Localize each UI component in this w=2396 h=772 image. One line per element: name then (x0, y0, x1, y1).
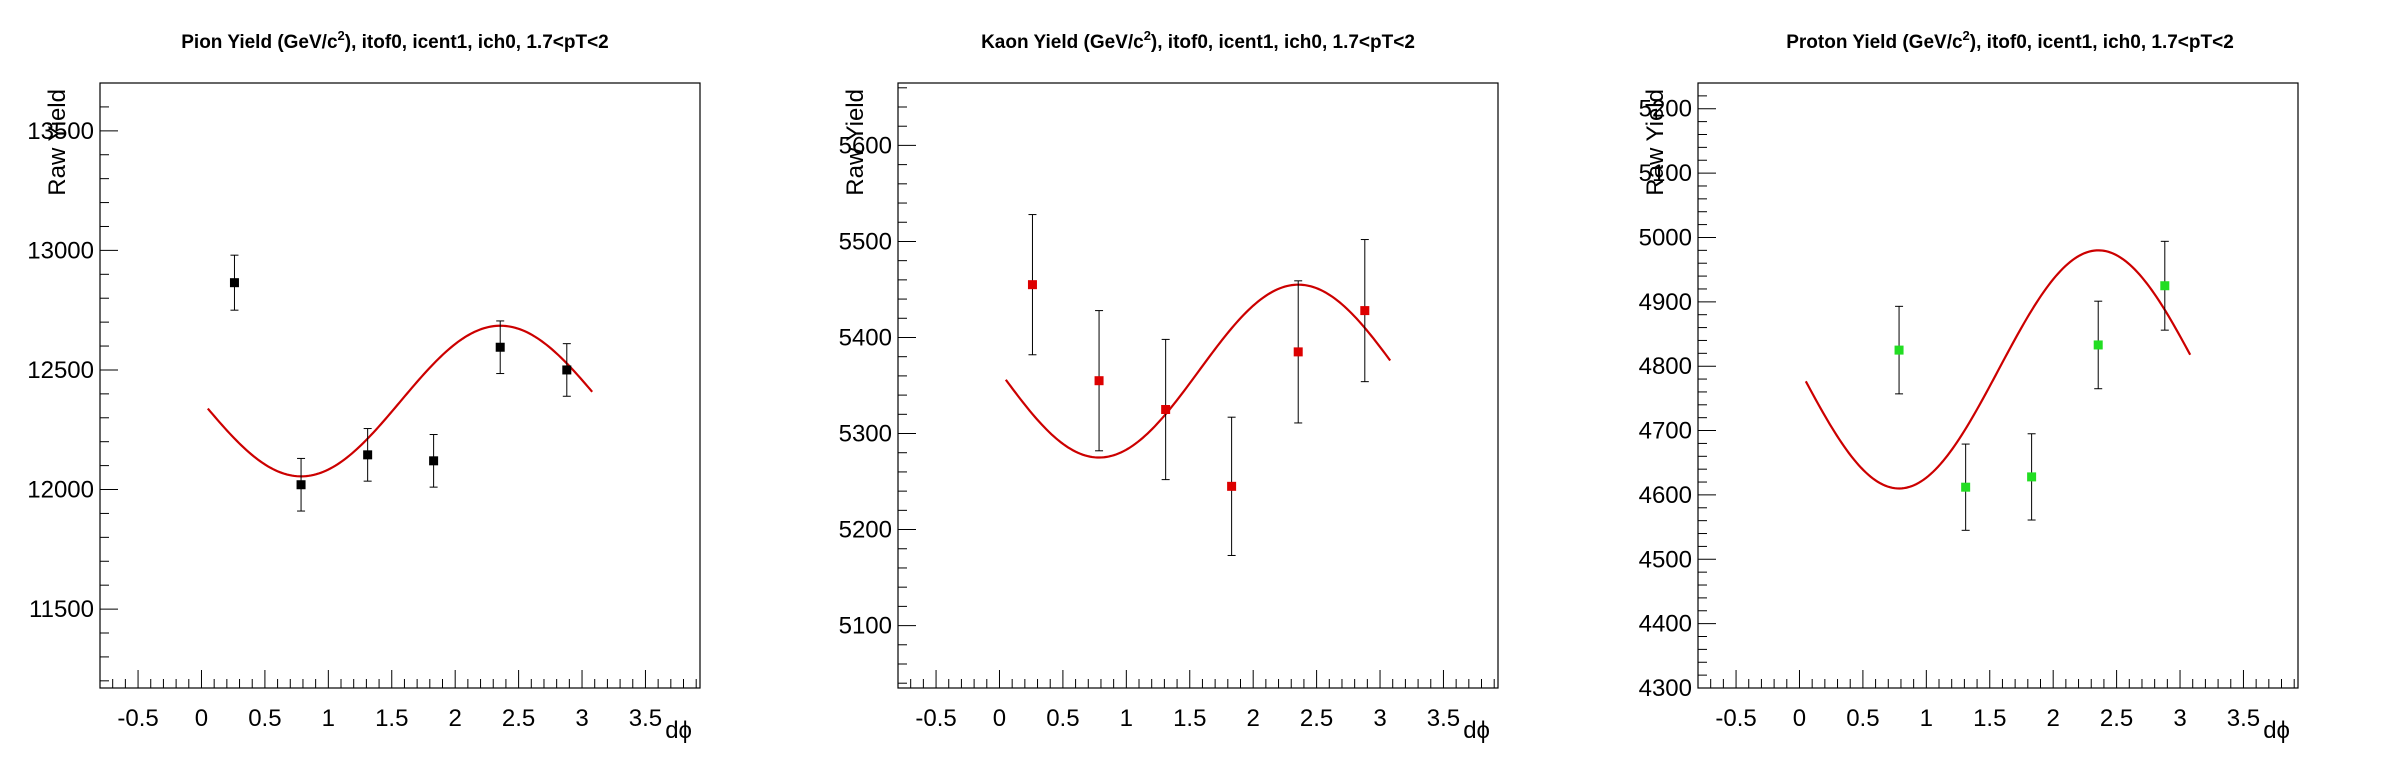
proton-ytick-label: 5100 (1639, 160, 1692, 187)
kaon-xtick-label: -0.5 (915, 705, 956, 732)
kaon-ytick-label: 5200 (839, 517, 892, 544)
pion-data-point (429, 456, 439, 466)
kaon-ytick-label: 5500 (839, 228, 892, 255)
kaon-data-point (1227, 481, 1237, 491)
proton-data-point (2027, 472, 2037, 482)
kaon-title-suffix: ), itof0, icent1, ich0, 1.7<pT<2 (1151, 32, 1415, 53)
proton-xtick-label: 3.5 (2227, 705, 2260, 732)
pion-data-point (495, 342, 505, 352)
pion-panel: Pion Yield (GeV/c2), itof0, icent1, ich0… (27, 28, 701, 744)
proton-frame (1697, 82, 2299, 689)
proton-title: Proton Yield (GeV/c2), itof0, icent1, ic… (1786, 28, 2234, 53)
proton-title-suffix: ), itof0, icent1, ich0, 1.7<pT<2 (1970, 32, 2234, 53)
kaon-xtick-label: 1 (1120, 705, 1133, 732)
kaon-data-point (1360, 306, 1370, 316)
pion-data-point (363, 450, 373, 460)
kaon-fit-curve (1004, 283, 1392, 459)
proton-panel: Proton Yield (GeV/c2), itof0, icent1, ic… (1639, 28, 2299, 744)
proton-xtick-label: 2.5 (2100, 705, 2133, 732)
kaon-data-point (1293, 347, 1303, 357)
kaon-xtick-label: 3 (1373, 705, 1386, 732)
kaon-title-prefix: Kaon Yield (GeV/c (981, 32, 1144, 53)
proton-ytick-label: 4700 (1639, 418, 1692, 445)
pion-ytick-label: 12500 (27, 357, 94, 384)
proton-ytick-label: 4600 (1639, 482, 1692, 509)
proton-xtick-label: 1.5 (1973, 705, 2006, 732)
pion-title-sup: 2 (338, 28, 345, 43)
proton-data-point (1894, 345, 1904, 355)
kaon-data-point (1094, 376, 1104, 386)
proton-xtick-label: 0.5 (1846, 705, 1879, 732)
proton-data-point (2093, 340, 2103, 350)
proton-ytick-label: 5000 (1639, 224, 1692, 251)
pion-xtick-label: -0.5 (117, 705, 158, 732)
kaon-frame (897, 82, 1499, 689)
pion-data-point (229, 278, 239, 288)
pion-xtick-label: 2.5 (502, 705, 535, 732)
pion-xtick-label: 3.5 (629, 705, 662, 732)
kaon-panel: Kaon Yield (GeV/c2), itof0, icent1, ich0… (839, 28, 1499, 744)
kaon-data-point (1161, 405, 1171, 415)
kaon-xtick-label: 3.5 (1427, 705, 1460, 732)
kaon-ylabel: Raw Yield (842, 89, 869, 196)
proton-xtick-label: 1 (1920, 705, 1933, 732)
proton-ytick-label: 4300 (1639, 675, 1692, 702)
pion-ytick-label: 11500 (29, 596, 94, 623)
proton-xtick-label: 3 (2173, 705, 2186, 732)
proton-ytick-label: 4500 (1639, 546, 1692, 573)
pion-xtick-label: 0 (195, 705, 208, 732)
proton-ytick-label: 4900 (1639, 289, 1692, 316)
pion-xtick-label: 1 (322, 705, 335, 732)
proton-fit-curve (1804, 249, 2192, 490)
proton-ytick-label: 5200 (1639, 96, 1692, 123)
pion-xtick-label: 3 (575, 705, 588, 732)
proton-data-point (1961, 482, 1971, 492)
kaon-ytick-label: 5400 (839, 324, 892, 351)
kaon-title-sup: 2 (1144, 28, 1151, 43)
kaon-ytick-label: 5100 (839, 613, 892, 640)
proton-xlabel: dϕ (2263, 717, 2290, 744)
pion-ylabel: Raw Yield (44, 89, 71, 196)
kaon-xtick-label: 2 (1247, 705, 1260, 732)
kaon-xtick-label: 1.5 (1173, 705, 1206, 732)
pion-data-point (562, 365, 572, 375)
kaon-xtick-label: 0.5 (1046, 705, 1079, 732)
pion-ytick-label: 13500 (27, 118, 94, 145)
kaon-xtick-label: 2.5 (1300, 705, 1333, 732)
pion-title: Pion Yield (GeV/c2), itof0, icent1, ich0… (181, 28, 609, 53)
kaon-ytick-label: 5300 (839, 421, 892, 448)
proton-ylabel: Raw Yield (1642, 89, 1669, 196)
pion-title-suffix: ), itof0, icent1, ich0, 1.7<pT<2 (345, 32, 609, 53)
proton-xtick-label: 0 (1793, 705, 1806, 732)
pion-xtick-label: 0.5 (248, 705, 281, 732)
pion-xtick-label: 1.5 (375, 705, 408, 732)
pion-title-prefix: Pion Yield (GeV/c (181, 32, 338, 53)
kaon-data-point (1027, 280, 1037, 290)
proton-ytick-label: 4400 (1639, 611, 1692, 638)
proton-title-prefix: Proton Yield (GeV/c (1786, 32, 1963, 53)
kaon-title: Kaon Yield (GeV/c2), itof0, icent1, ich0… (981, 28, 1415, 53)
pion-ytick-label: 13000 (27, 237, 94, 264)
proton-title-sup: 2 (1963, 28, 1970, 43)
pion-xlabel: dϕ (665, 717, 692, 744)
proton-xtick-label: -0.5 (1715, 705, 1756, 732)
proton-data-point (2160, 281, 2170, 291)
proton-xtick-label: 2 (2047, 705, 2060, 732)
kaon-xlabel: dϕ (1463, 717, 1490, 744)
kaon-xtick-label: 0 (993, 705, 1006, 732)
pion-fit-curve (206, 324, 594, 478)
pion-ytick-label: 12000 (27, 477, 94, 504)
pion-xtick-label: 2 (449, 705, 462, 732)
kaon-ytick-label: 5600 (839, 132, 892, 159)
pion-data-point (296, 480, 306, 490)
proton-ytick-label: 4800 (1639, 353, 1692, 380)
pion-frame (99, 82, 701, 689)
